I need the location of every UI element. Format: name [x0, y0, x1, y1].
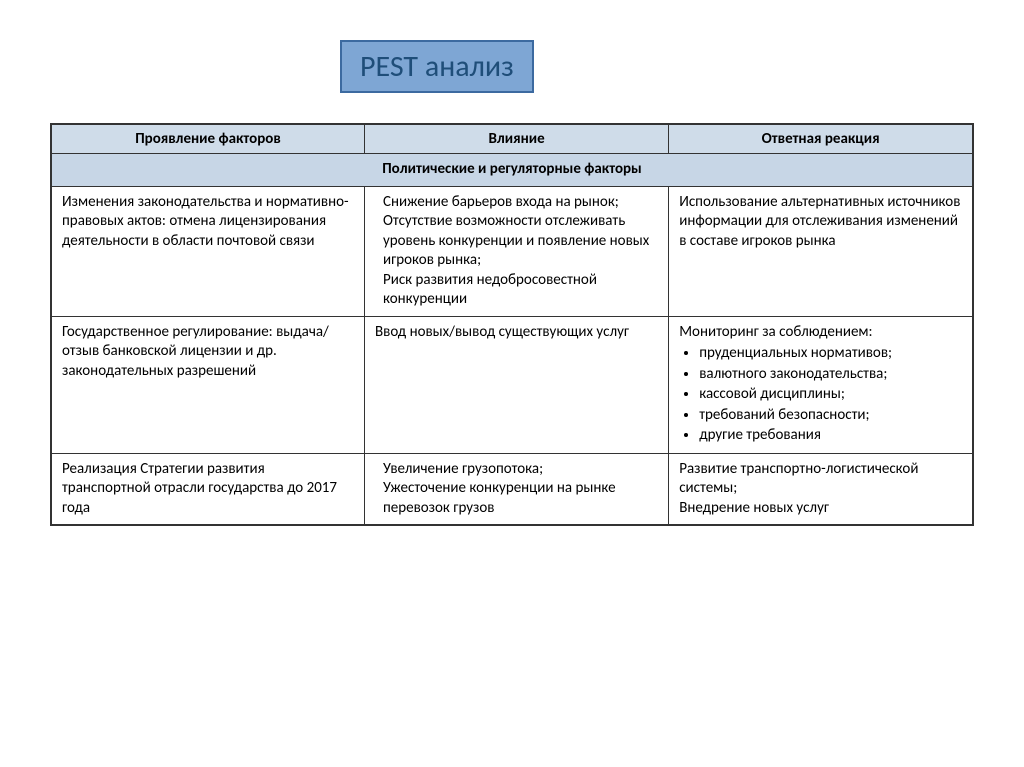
- cell-influence: Снижение барьеров входа на рынок; Отсутс…: [364, 186, 668, 316]
- cell-reaction: Мониторинг за соблюдением: пруденциальны…: [669, 316, 973, 453]
- line: Внедрение новых услуг: [679, 499, 962, 519]
- bullet-item: пруденциальных нормативов;: [699, 344, 962, 364]
- section-row: Политические и регуляторные факторы: [51, 154, 973, 187]
- header-col1: Проявление факторов: [51, 124, 364, 154]
- line: Ужесточение конкуренции на рынке перевоз…: [383, 479, 658, 518]
- table-row: Изменения законодательства и нормативно-…: [51, 186, 973, 316]
- bullet-item: требований безопасности;: [699, 406, 962, 426]
- cell-factor: Государственное регулирование: выдача/от…: [51, 316, 364, 453]
- line: Отсутствие возможности отслеживать урове…: [383, 212, 658, 271]
- cell-reaction: Развитие транспортно-логистической систе…: [669, 453, 973, 525]
- cell-influence: Ввод новых/вывод существующих услуг: [364, 316, 668, 453]
- bullet-item: другие требования: [699, 426, 962, 446]
- cell-influence: Увеличение грузопотока; Ужесточение конк…: [364, 453, 668, 525]
- cell-reaction: Использование альтернативных источников …: [669, 186, 973, 316]
- page-title: PEST анализ: [340, 40, 534, 93]
- bullet-item: кассовой дисциплины;: [699, 385, 962, 405]
- cell-factor: Реализация Стратегии развития транспортн…: [51, 453, 364, 525]
- line: Увеличение грузопотока;: [383, 460, 658, 480]
- cell-factor: Изменения законодательства и нормативно-…: [51, 186, 364, 316]
- section-title: Политические и регуляторные факторы: [51, 154, 973, 187]
- line: Риск развития недобросовестной конкуренц…: [383, 271, 658, 310]
- header-col3: Ответная реакция: [669, 124, 973, 154]
- pest-table: Проявление факторов Влияние Ответная реа…: [50, 123, 974, 526]
- header-row: Проявление факторов Влияние Ответная реа…: [51, 124, 973, 154]
- header-col2: Влияние: [364, 124, 668, 154]
- table-row: Реализация Стратегии развития транспортн…: [51, 453, 973, 525]
- line: Развитие транспортно-логистической систе…: [679, 460, 962, 499]
- line: Снижение барьеров входа на рынок;: [383, 193, 658, 213]
- lead-text: Мониторинг за соблюдением:: [679, 323, 872, 341]
- table-row: Государственное регулирование: выдача/от…: [51, 316, 973, 453]
- bullet-list: пруденциальных нормативов; валютного зак…: [679, 344, 962, 446]
- bullet-item: валютного законодательства;: [699, 365, 962, 385]
